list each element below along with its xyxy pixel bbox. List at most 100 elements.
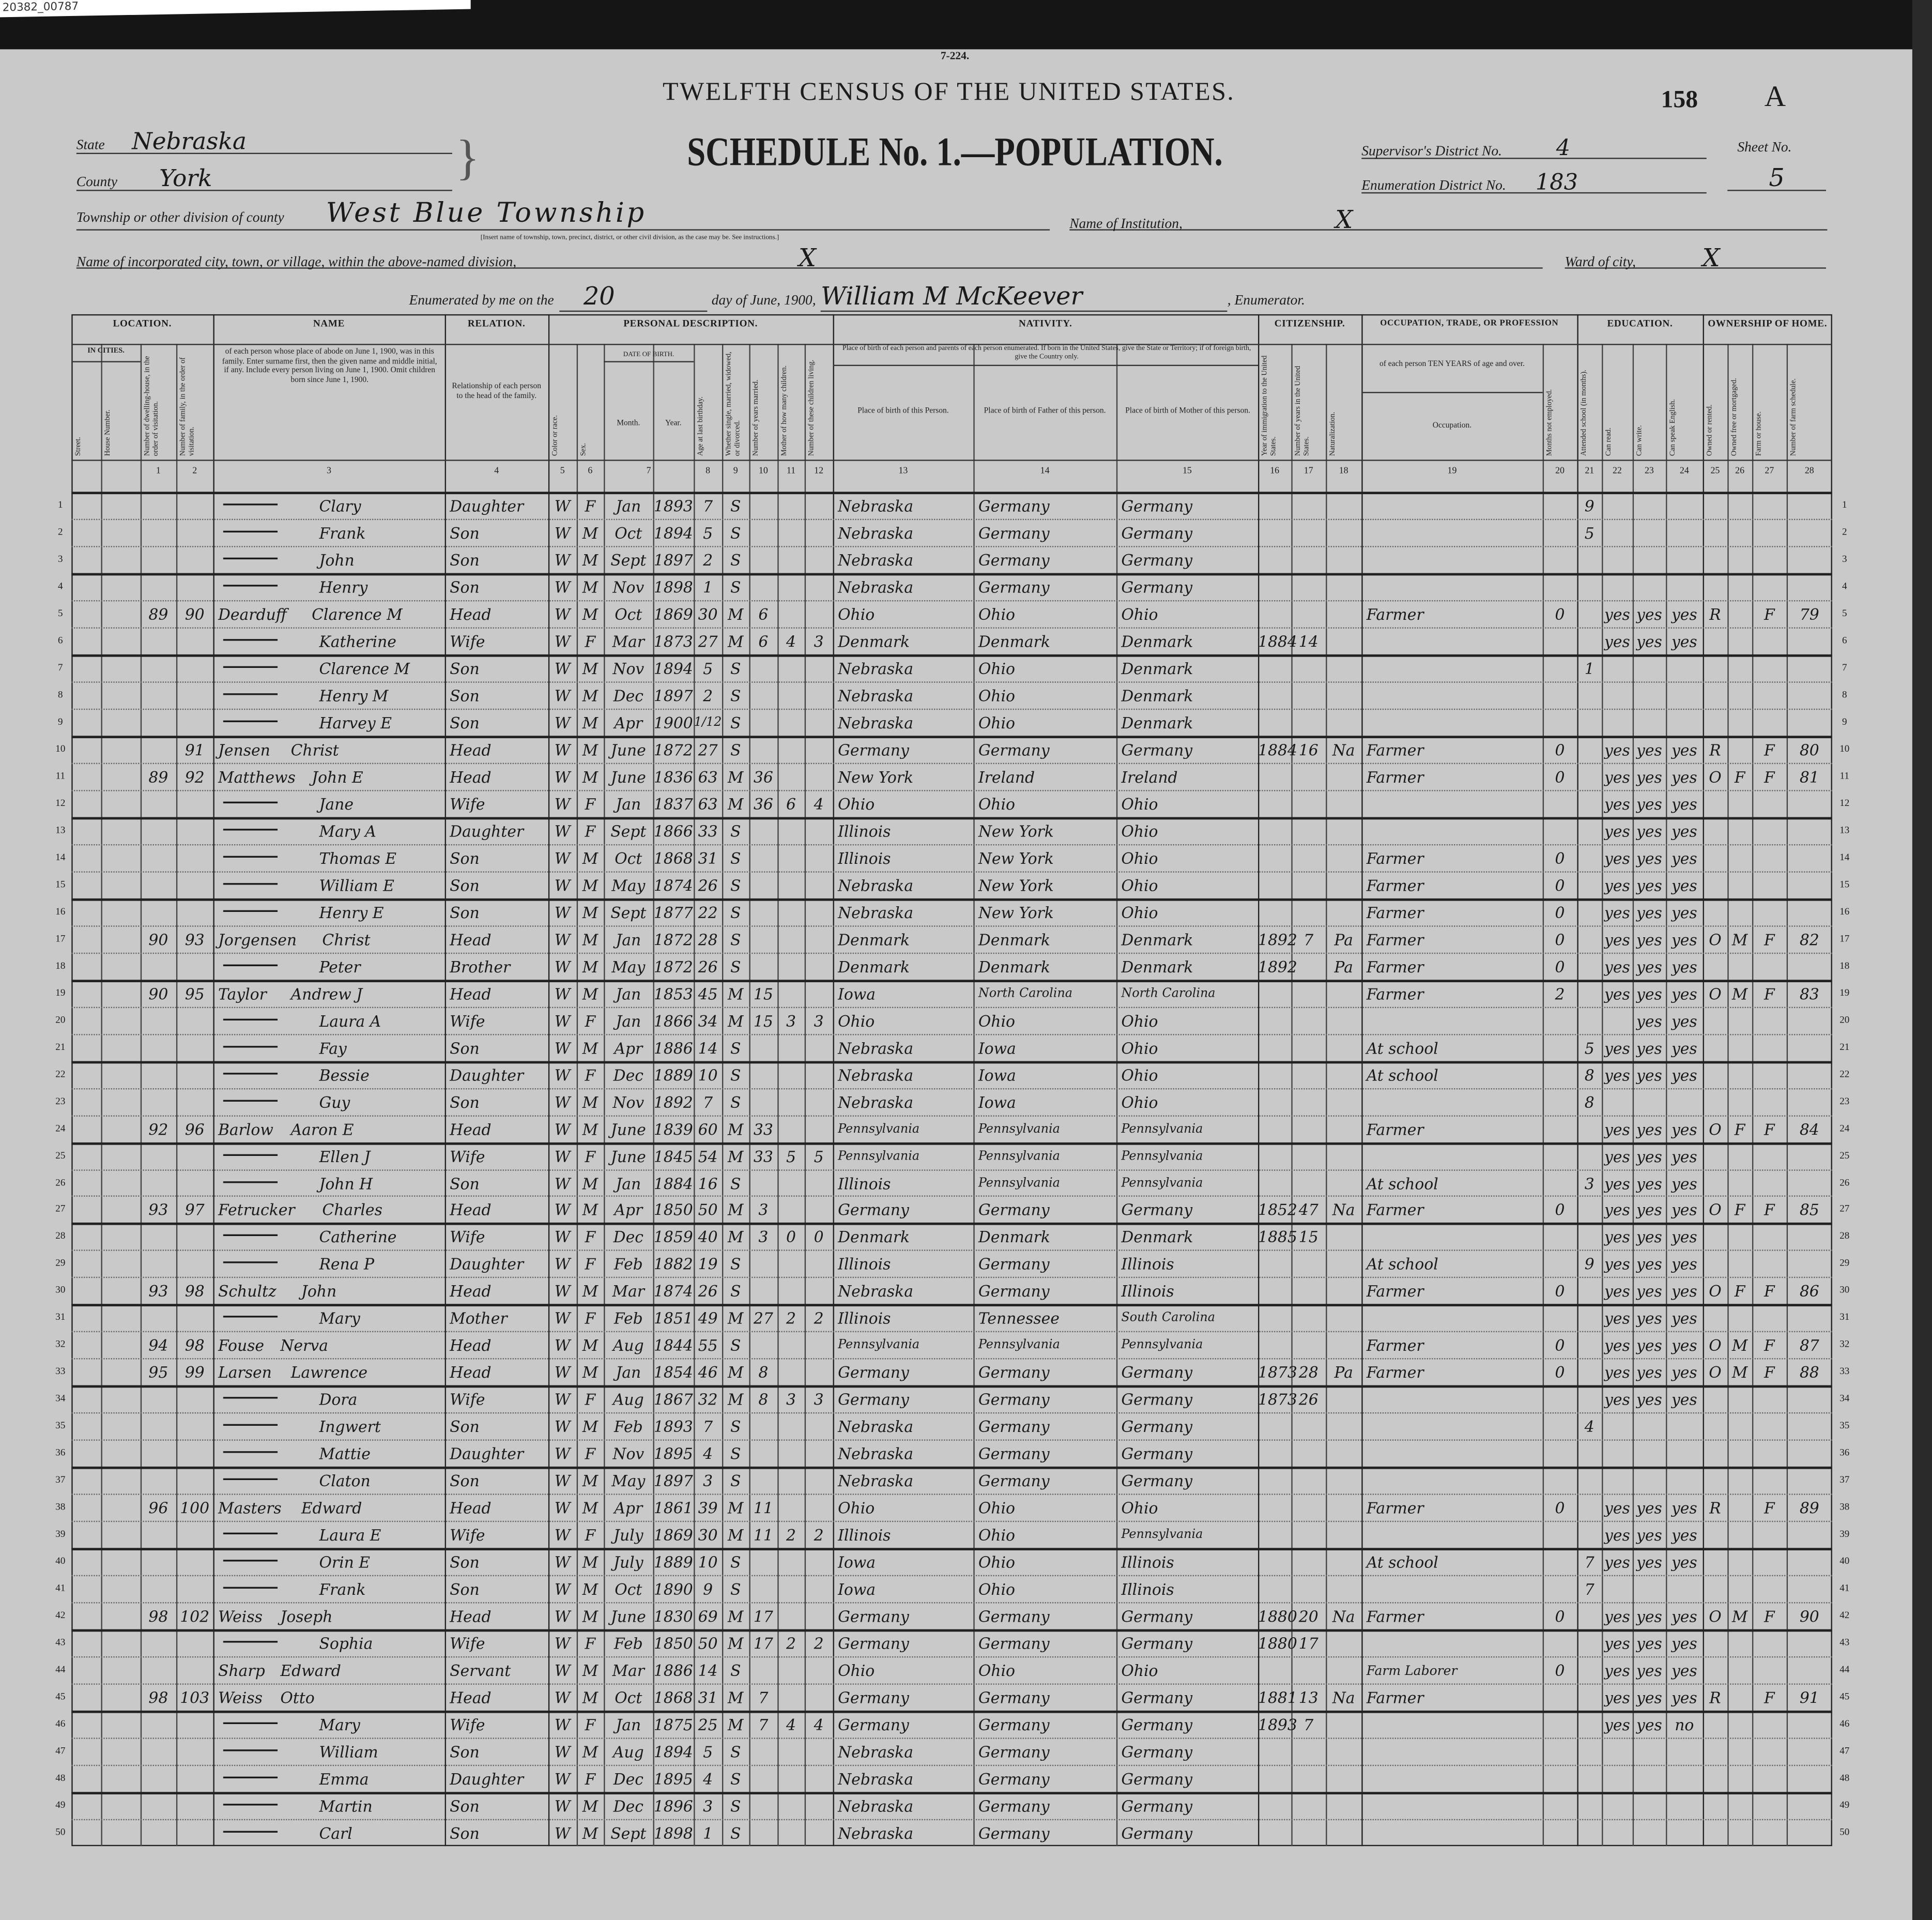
years-married <box>749 898 777 925</box>
row-divider <box>71 1385 1832 1389</box>
mother-of-children <box>777 1440 804 1467</box>
given-name: Harvey E <box>319 713 392 732</box>
given-name: John <box>301 1282 337 1301</box>
mother-of-subheader: Mother of how many children. <box>781 365 789 456</box>
immigration-year <box>1258 1332 1291 1359</box>
row-divider <box>71 519 1832 520</box>
row-number-left: 28 <box>55 1230 66 1242</box>
years-in-us <box>1291 1440 1326 1467</box>
mother-of-children <box>777 736 804 763</box>
mother-birthplace: Germany <box>1121 1715 1193 1734</box>
group-header-location: LOCATION. <box>113 318 172 329</box>
row-divider <box>71 844 1832 845</box>
sex: M <box>582 1336 599 1355</box>
given-name: Christ <box>322 930 371 949</box>
color: W <box>554 1472 571 1490</box>
relation: Head <box>450 1282 492 1301</box>
farm-schedule-number: 89 <box>1799 1499 1819 1518</box>
school-months <box>1577 1684 1602 1711</box>
school-months <box>1577 1603 1602 1629</box>
birth-month: Jan <box>616 496 641 515</box>
can-write: yes <box>1636 1309 1662 1328</box>
birth-month: Apr <box>614 1038 643 1057</box>
naturalization <box>1326 1467 1361 1494</box>
column-number: 23 <box>1644 464 1654 476</box>
free-or-mortgaged <box>1727 1765 1752 1792</box>
row-number-right: 38 <box>1839 1501 1850 1513</box>
can-write <box>1633 1792 1666 1819</box>
father-birthplace: Germany <box>978 1824 1050 1843</box>
years-married <box>749 681 777 708</box>
free-or-mortgaged <box>1727 492 1752 519</box>
dwelling-number <box>141 952 176 979</box>
age: 14 <box>698 1038 718 1057</box>
years-in-us <box>1291 1332 1326 1359</box>
owned-or-rented <box>1703 1575 1728 1602</box>
sex: M <box>582 1119 599 1138</box>
family-number: 93 <box>185 930 205 949</box>
immigration-year <box>1258 1250 1291 1277</box>
dwelling-number <box>141 1738 176 1765</box>
mother-of-children <box>777 1169 804 1196</box>
birthplace: Denmark <box>838 930 910 949</box>
row-divider <box>71 789 1832 791</box>
column-divider <box>749 344 750 1847</box>
sex: F <box>585 795 596 813</box>
immigration-year <box>1258 1142 1291 1169</box>
can-write: yes <box>1636 1634 1662 1653</box>
farm-or-house <box>1752 844 1787 871</box>
farm-schedule-number <box>1787 790 1832 817</box>
years-in-us <box>1291 1304 1326 1331</box>
free-or-mortgaged <box>1727 1385 1752 1412</box>
father-birthplace: Ohio <box>978 1011 1015 1030</box>
months-unemployed <box>1543 1061 1577 1088</box>
write-subheader: Can write. <box>1636 425 1644 456</box>
family-number: 97 <box>185 1201 205 1220</box>
age: 26 <box>698 957 718 976</box>
dwelling-subheader: Number of dwelling-house, in the order o… <box>144 356 160 456</box>
children-living <box>805 573 833 600</box>
father-birthplace: Germany <box>978 1255 1050 1274</box>
months-unemployed: 0 <box>1555 1499 1565 1518</box>
color: W <box>554 876 571 895</box>
family-number <box>176 898 213 925</box>
mother-of-children <box>777 492 804 519</box>
dwelling-number: 93 <box>148 1201 168 1220</box>
occupation <box>1367 1792 1543 1819</box>
free-or-mortgaged <box>1727 1467 1752 1494</box>
birth-year: 1830 <box>653 1607 693 1626</box>
school-months: 7 <box>1584 1580 1594 1599</box>
family-number <box>176 1088 213 1115</box>
father-birthplace: Ohio <box>978 795 1015 813</box>
mother-of-children <box>777 925 804 952</box>
surname: Jensen <box>218 740 270 759</box>
column-number: 22 <box>1612 464 1622 476</box>
family-number <box>176 1304 213 1331</box>
months-unemployed <box>1543 654 1577 681</box>
mother-birthplace: Denmark <box>1121 930 1193 949</box>
school-months <box>1577 1277 1602 1304</box>
birth-month: Jan <box>616 984 641 1003</box>
relation: Head <box>450 1363 492 1382</box>
family-number <box>176 519 213 546</box>
dwelling-number <box>141 627 176 654</box>
can-read <box>1602 1575 1633 1602</box>
surname: Schultz <box>218 1282 277 1301</box>
children-living <box>805 1656 833 1683</box>
mother-of-children <box>777 844 804 871</box>
relation: Daughter <box>450 1444 524 1464</box>
row-number-right: 35 <box>1839 1420 1850 1431</box>
naturalization <box>1326 1494 1361 1521</box>
years-married: 3 <box>758 1228 769 1247</box>
naturalization <box>1326 1575 1361 1602</box>
free-or-mortgaged <box>1727 1494 1752 1521</box>
row-number-right: 13 <box>1839 824 1850 835</box>
farm-schedule-number <box>1787 1088 1832 1115</box>
farm-schedule-number: 82 <box>1799 930 1819 949</box>
can-write: yes <box>1636 1336 1662 1355</box>
can-write: yes <box>1636 984 1662 1003</box>
years-married: 6 <box>758 632 769 651</box>
can-write: yes <box>1636 1526 1662 1545</box>
given-name: Carl <box>319 1824 352 1843</box>
institution-value: X <box>1335 204 1353 234</box>
